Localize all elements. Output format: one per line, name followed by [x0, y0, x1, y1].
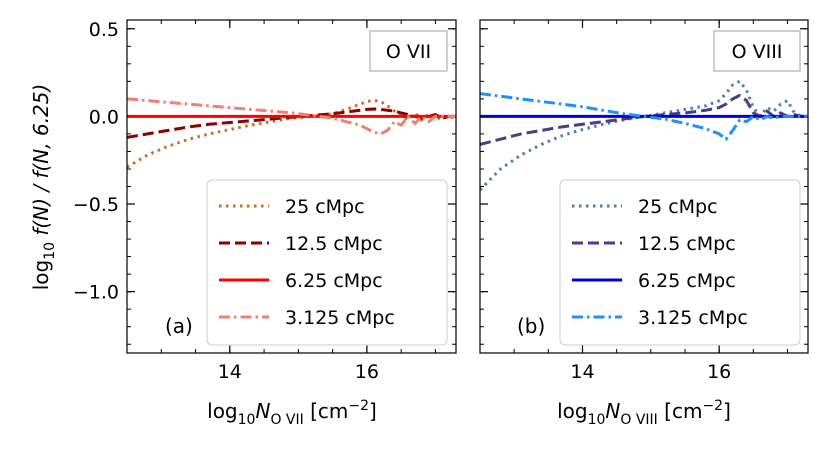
panel-a-ion-label: O VII	[386, 41, 431, 63]
series-line-dashdot	[127, 97, 456, 136]
panel-b-letter: (b)	[517, 314, 545, 338]
y-tick-label: −1.0	[73, 282, 119, 304]
panel-a-letter: (a)	[165, 314, 193, 338]
x-tick-label: 14	[570, 361, 594, 383]
series-line-dotted	[480, 79, 808, 192]
panel-b-series	[480, 79, 808, 192]
panel-a-frame	[126, 19, 457, 354]
panel-b-ion-box	[713, 30, 801, 72]
series-line-dashdot	[480, 92, 808, 141]
panel-a-legend-frame	[206, 179, 448, 346]
panel-b-x-axis-title: log10NO VIII [cm−2]	[557, 398, 731, 428]
panel-a-ticks: 14 16 0.5 0.0 −0.5 −1.0	[73, 19, 456, 383]
series-line-dashed	[480, 93, 808, 146]
panel-b-ion-label: O VIII	[732, 41, 783, 63]
legend-label: 6.25 cMpc	[638, 270, 736, 292]
legend-label: 25 cMpc	[285, 196, 365, 218]
series-line-dashed	[127, 107, 456, 139]
y-tick-label: 0.0	[89, 106, 119, 128]
legend-label: 3.125 cMpc	[638, 307, 748, 329]
panel-b-legend-frame	[559, 179, 801, 346]
y-axis-title: log10 f(N) / f(N, 6.25)	[29, 84, 58, 291]
panel-a-ion-box	[369, 30, 448, 72]
legend-label: 12.5 cMpc	[285, 233, 383, 255]
legend-label: 3.125 cMpc	[285, 307, 395, 329]
y-tick-label: 0.5	[89, 19, 119, 41]
legend-label: 25 cMpc	[638, 196, 718, 218]
panel-b-frame	[479, 19, 809, 354]
panel-b-legend: 25 cMpc 12.5 cMpc 6.25 cMpc 3.125 cMpc	[559, 179, 801, 346]
panel-b: 14 16 O VIII 25 cMpc 12.5 cMpc 6.25 cMpc 3.1…	[479, 19, 809, 428]
series-line-dotted	[127, 98, 456, 169]
panel-a: 14 16 0.5 0.0 −0.5 −1.0 O VII 25 cMpc 12.5 cMp…	[73, 19, 457, 428]
panel-a-x-axis-title: log10NO VII [cm−2]	[207, 398, 377, 428]
legend-label: 12.5 cMpc	[638, 233, 736, 255]
x-tick-label: 16	[355, 361, 379, 383]
legend-label: 6.25 cMpc	[285, 270, 383, 292]
x-tick-label: 14	[218, 361, 242, 383]
y-tick-label: −0.5	[73, 194, 119, 216]
x-tick-label: 16	[707, 361, 731, 383]
panel-a-legend: 25 cMpc 12.5 cMpc 6.25 cMpc 3.125 cMpc	[206, 179, 448, 346]
panel-a-series	[127, 97, 456, 169]
